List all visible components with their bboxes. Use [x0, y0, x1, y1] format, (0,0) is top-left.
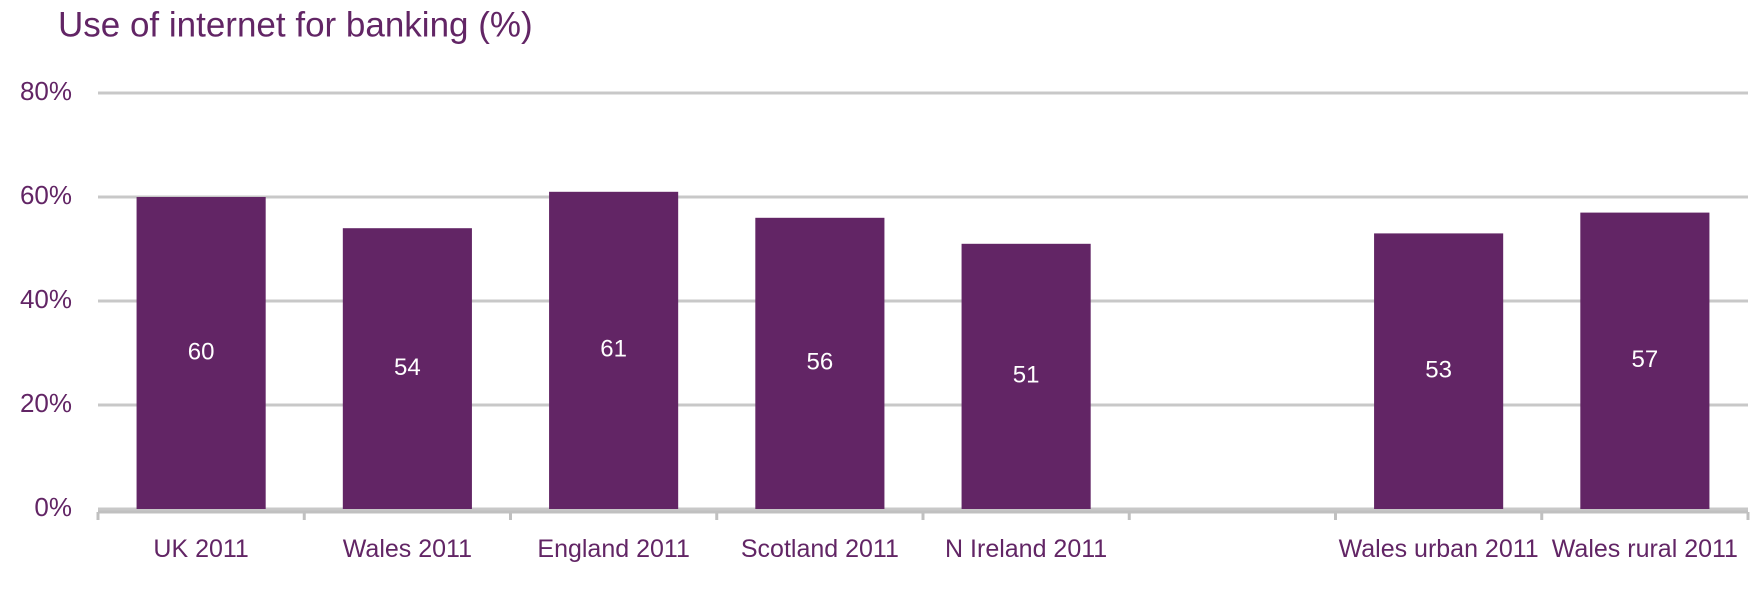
bar: [136, 197, 266, 509]
x-tick-label: England 2011: [537, 535, 690, 563]
data-label: 57: [1632, 346, 1659, 373]
x-tick-label: N Ireland 2011: [945, 535, 1108, 563]
data-label: 61: [600, 336, 627, 363]
bar: [1580, 212, 1710, 509]
y-tick-label: 0%: [34, 492, 72, 522]
x-tick-label: Wales 2011: [342, 535, 472, 563]
y-tick-label: 20%: [20, 388, 72, 418]
y-tick-label: 60%: [20, 180, 72, 210]
x-tick-label: Scotland 2011: [740, 535, 899, 563]
x-tick-label: Wales urban 2011: [1338, 535, 1539, 563]
y-tick-label: 80%: [20, 76, 72, 106]
data-label: 56: [807, 349, 834, 376]
data-label: 53: [1425, 357, 1452, 384]
data-label: 51: [1013, 362, 1040, 389]
bar: [961, 243, 1091, 510]
x-tick-label: Wales rural 2011: [1551, 535, 1738, 563]
bar: [342, 228, 472, 509]
chart-title: Use of internet for banking (%): [58, 5, 533, 44]
y-tick-label: 40%: [20, 284, 72, 314]
bar: [755, 217, 885, 510]
x-tick-label: UK 2011: [153, 535, 249, 563]
data-label: 60: [188, 338, 215, 365]
bar: [549, 191, 679, 510]
data-label: 54: [394, 354, 421, 381]
bar: [1374, 233, 1504, 509]
